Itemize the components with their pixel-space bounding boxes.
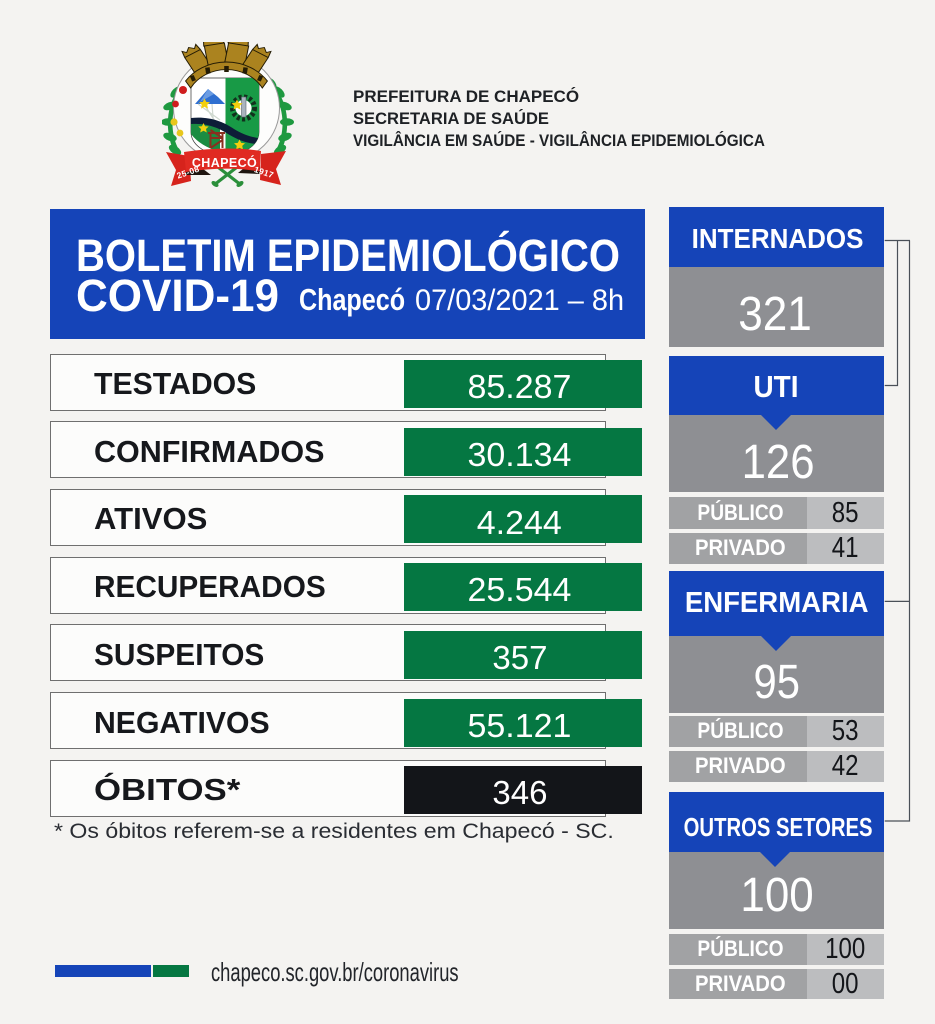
svg-text:CHAPECÓ: CHAPECÓ [192,155,257,170]
